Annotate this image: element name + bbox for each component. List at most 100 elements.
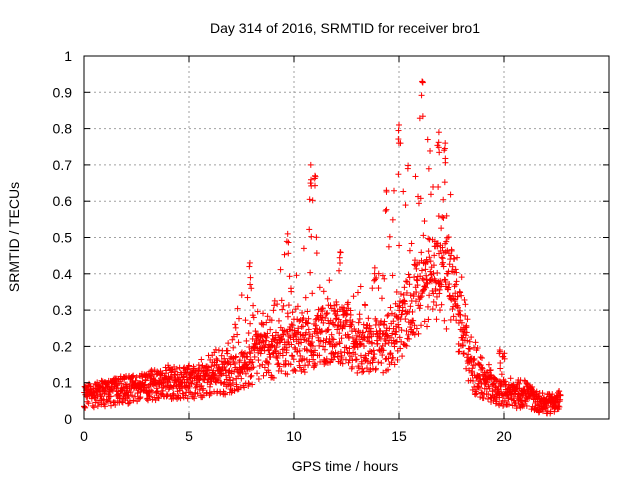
data-point [246,349,253,356]
data-point [153,385,160,392]
data-point [310,356,317,363]
data-point [82,404,89,411]
data-point [447,316,454,323]
data-point [98,393,105,400]
data-point [312,361,319,368]
data-point [439,214,446,221]
data-point [387,350,394,357]
data-point [264,330,271,337]
data-point [366,322,373,329]
data-point [462,301,469,308]
y-tick-label: 0.1 [53,375,73,391]
data-point [304,320,311,327]
data-point [328,331,335,338]
data-point [261,364,268,371]
data-point [221,363,228,370]
data-point [497,359,504,366]
data-point [441,317,448,324]
data-point [271,302,278,309]
data-point [380,347,387,354]
data-point [85,400,92,407]
data-point [436,286,443,293]
data-point [187,374,194,381]
data-point [163,391,170,398]
data-point [244,294,251,301]
data-point [232,353,239,360]
y-tick-label: 0.4 [53,266,73,282]
data-point [386,233,393,240]
data-point [400,291,407,298]
data-point [263,334,270,341]
data-point [311,175,318,182]
data-point [315,334,322,341]
data-point [450,313,457,320]
data-point [400,188,407,195]
data-point [316,352,323,359]
data-point [194,381,201,388]
data-point [247,373,254,380]
data-point [250,302,257,309]
data-point [381,318,388,325]
data-point [222,366,229,373]
data-point [336,267,343,274]
data-point [498,380,505,387]
data-point [312,322,319,329]
y-tick-label: 0 [64,411,72,427]
data-point [230,344,237,351]
data-point [416,115,423,122]
data-point [331,354,338,361]
data-point [330,356,337,363]
data-point [299,323,306,330]
data-point [384,332,391,339]
data-point [102,403,109,410]
data-point [307,161,314,168]
data-point [293,272,300,279]
data-point [322,339,329,346]
data-point [245,380,252,387]
data-point [477,354,484,361]
data-point [330,336,337,343]
data-point [491,380,498,387]
data-point [395,127,402,134]
data-point [285,239,292,246]
data-point [501,397,508,404]
data-point [348,353,355,360]
data-point [452,266,459,273]
data-point [420,232,427,239]
data-point [451,255,458,262]
data-point [382,356,389,363]
data-point [385,243,392,250]
data-point [177,395,184,402]
data-point [445,234,452,241]
data-point [247,281,254,288]
data-point [390,354,397,361]
data-point [333,341,340,348]
data-point [556,388,563,395]
data-point [319,305,326,312]
data-point [479,355,486,362]
data-point [191,395,198,402]
data-point [391,361,398,368]
data-point [218,379,225,386]
data-point [185,363,192,370]
data-point [332,316,339,323]
data-point [94,403,101,410]
data-point [309,197,316,204]
data-point [408,240,415,247]
data-point [405,331,412,338]
data-point [412,257,419,264]
data-point [188,380,195,387]
data-point [405,271,412,278]
data-point [242,317,249,324]
data-point [373,274,380,281]
data-point [197,383,204,390]
data-point [221,355,228,362]
data-point [129,392,136,399]
data-point [507,375,514,382]
data-point [437,247,444,254]
data-point [457,289,464,296]
data-point [556,403,563,410]
data-point [316,284,323,291]
data-point [458,319,465,326]
data-point [108,402,115,409]
